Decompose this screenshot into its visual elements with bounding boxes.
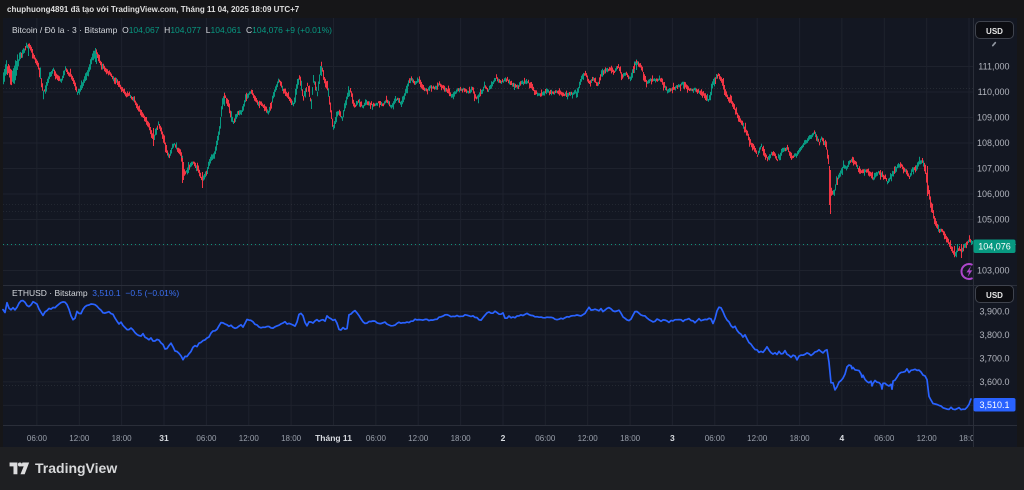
svg-text:06:00: 06:00: [27, 434, 48, 443]
svg-text:3,900.0: 3,900.0: [979, 306, 1009, 316]
svg-text:06:00: 06:00: [535, 434, 556, 443]
svg-text:12:00: 12:00: [578, 434, 599, 443]
svg-text:106,000: 106,000: [977, 189, 1010, 199]
svg-text:18:00: 18:00: [281, 434, 302, 443]
svg-text:06:00: 06:00: [705, 434, 726, 443]
svg-text:18:00: 18:00: [790, 434, 811, 443]
svg-text:3: 3: [670, 433, 675, 443]
svg-text:4: 4: [840, 433, 845, 443]
svg-text:12:00: 12:00: [408, 434, 429, 443]
svg-text:12:00: 12:00: [239, 434, 260, 443]
svg-text:3,600.0: 3,600.0: [979, 377, 1009, 387]
svg-text:06:00: 06:00: [196, 434, 217, 443]
svg-text:12:00: 12:00: [917, 434, 938, 443]
svg-text:USD: USD: [986, 291, 1003, 300]
svg-text:USD: USD: [986, 27, 1003, 36]
svg-text:3,800.0: 3,800.0: [979, 330, 1009, 340]
svg-text:107,000: 107,000: [977, 164, 1010, 174]
svg-text:3,510.1: 3,510.1: [979, 400, 1009, 410]
svg-text:06:00: 06:00: [874, 434, 895, 443]
svg-text:12:00: 12:00: [747, 434, 768, 443]
svg-text:18:00: 18:00: [112, 434, 133, 443]
svg-text:31: 31: [159, 433, 169, 443]
svg-text:Tháng 11: Tháng 11: [315, 433, 352, 443]
svg-text:104,076: 104,076: [978, 242, 1011, 252]
svg-text:105,000: 105,000: [977, 215, 1010, 225]
svg-text:18:00: 18:00: [959, 434, 980, 443]
svg-text:TradingView: TradingView: [35, 460, 117, 476]
svg-text:108,000: 108,000: [977, 138, 1010, 148]
svg-text:110,000: 110,000: [978, 87, 1010, 97]
svg-text:109,000: 109,000: [977, 113, 1010, 123]
svg-text:12:00: 12:00: [69, 434, 90, 443]
svg-text:06:00: 06:00: [366, 434, 387, 443]
svg-text:103,000: 103,000: [977, 266, 1010, 276]
svg-text:18:00: 18:00: [620, 434, 641, 443]
svg-text:3,700.0: 3,700.0: [979, 353, 1009, 363]
svg-text:2: 2: [501, 433, 506, 443]
svg-text:111,000: 111,000: [978, 62, 1009, 72]
svg-text:18:00: 18:00: [451, 434, 472, 443]
